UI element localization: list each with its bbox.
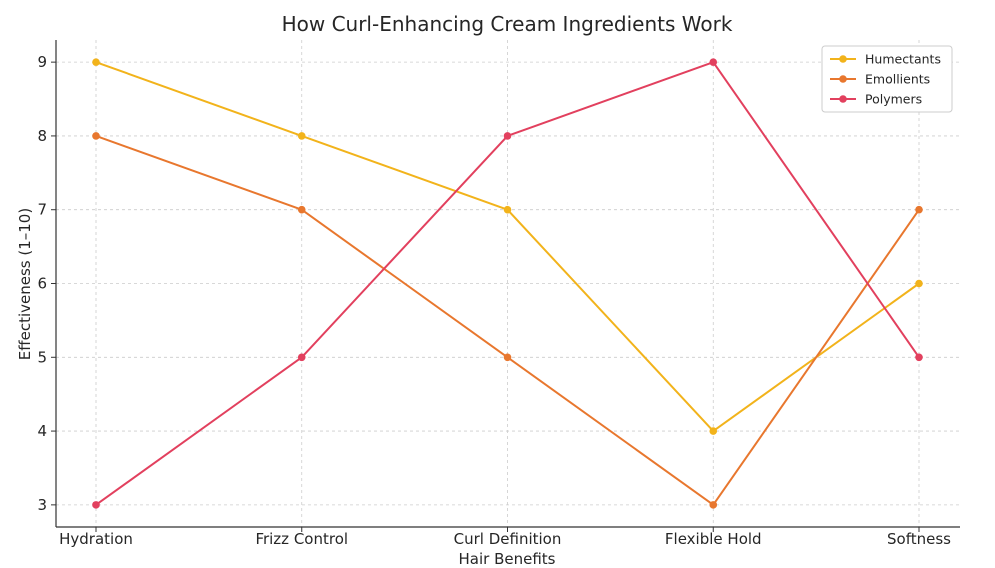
- y-tick-label: 3: [37, 496, 47, 514]
- data-point: [915, 279, 923, 288]
- y-tick-label: 5: [37, 348, 47, 366]
- data-point: [503, 132, 512, 140]
- data-point: [92, 501, 100, 509]
- data-point: [915, 353, 923, 362]
- legend-label: Humectants: [865, 52, 941, 67]
- series-polymers: [92, 58, 923, 509]
- legend: Humectants Emollients Polymers: [821, 45, 953, 113]
- y-axis-label: Effectiveness (1–10): [16, 208, 34, 360]
- y-tick-label: 4: [37, 422, 47, 440]
- legend-label: Polymers: [865, 92, 922, 107]
- data-point: [297, 353, 306, 362]
- data-point: [503, 205, 512, 214]
- data-point: [92, 58, 100, 66]
- x-ticks: Hydration Frizz Control Curl Definition Fle…: [59, 527, 951, 548]
- chart-title: How Curl-Enhancing Cream Ingredients Wor…: [282, 12, 733, 36]
- series-emollients: [92, 132, 923, 509]
- data-point: [709, 427, 718, 435]
- x-tick-label: Curl Definition: [454, 530, 562, 548]
- legend-label: Emollients: [865, 72, 930, 87]
- data-point: [297, 205, 306, 214]
- legend-marker: [839, 55, 847, 63]
- series-humectants: [92, 58, 923, 435]
- data-point: [915, 205, 923, 214]
- y-ticks: 3 4 5 6 7 8 9: [37, 53, 56, 514]
- y-tick-label: 7: [37, 201, 47, 219]
- legend-marker: [839, 75, 847, 83]
- y-tick-label: 9: [37, 53, 47, 71]
- series-layer: [92, 58, 923, 509]
- x-tick-label: Flexible Hold: [665, 530, 762, 548]
- legend-box: [821, 45, 953, 113]
- data-point: [92, 132, 100, 140]
- x-tick-label: Hydration: [59, 530, 133, 548]
- legend-marker: [839, 95, 847, 103]
- data-point: [503, 353, 512, 362]
- data-point: [709, 501, 718, 509]
- x-tick-label: Frizz Control: [255, 530, 348, 548]
- y-tick-label: 6: [37, 275, 47, 293]
- y-tick-label: 8: [37, 127, 47, 145]
- data-point: [297, 132, 306, 140]
- data-point: [709, 58, 718, 66]
- x-axis-label: Hair Benefits: [459, 550, 556, 568]
- x-tick-label: Softness: [887, 530, 951, 548]
